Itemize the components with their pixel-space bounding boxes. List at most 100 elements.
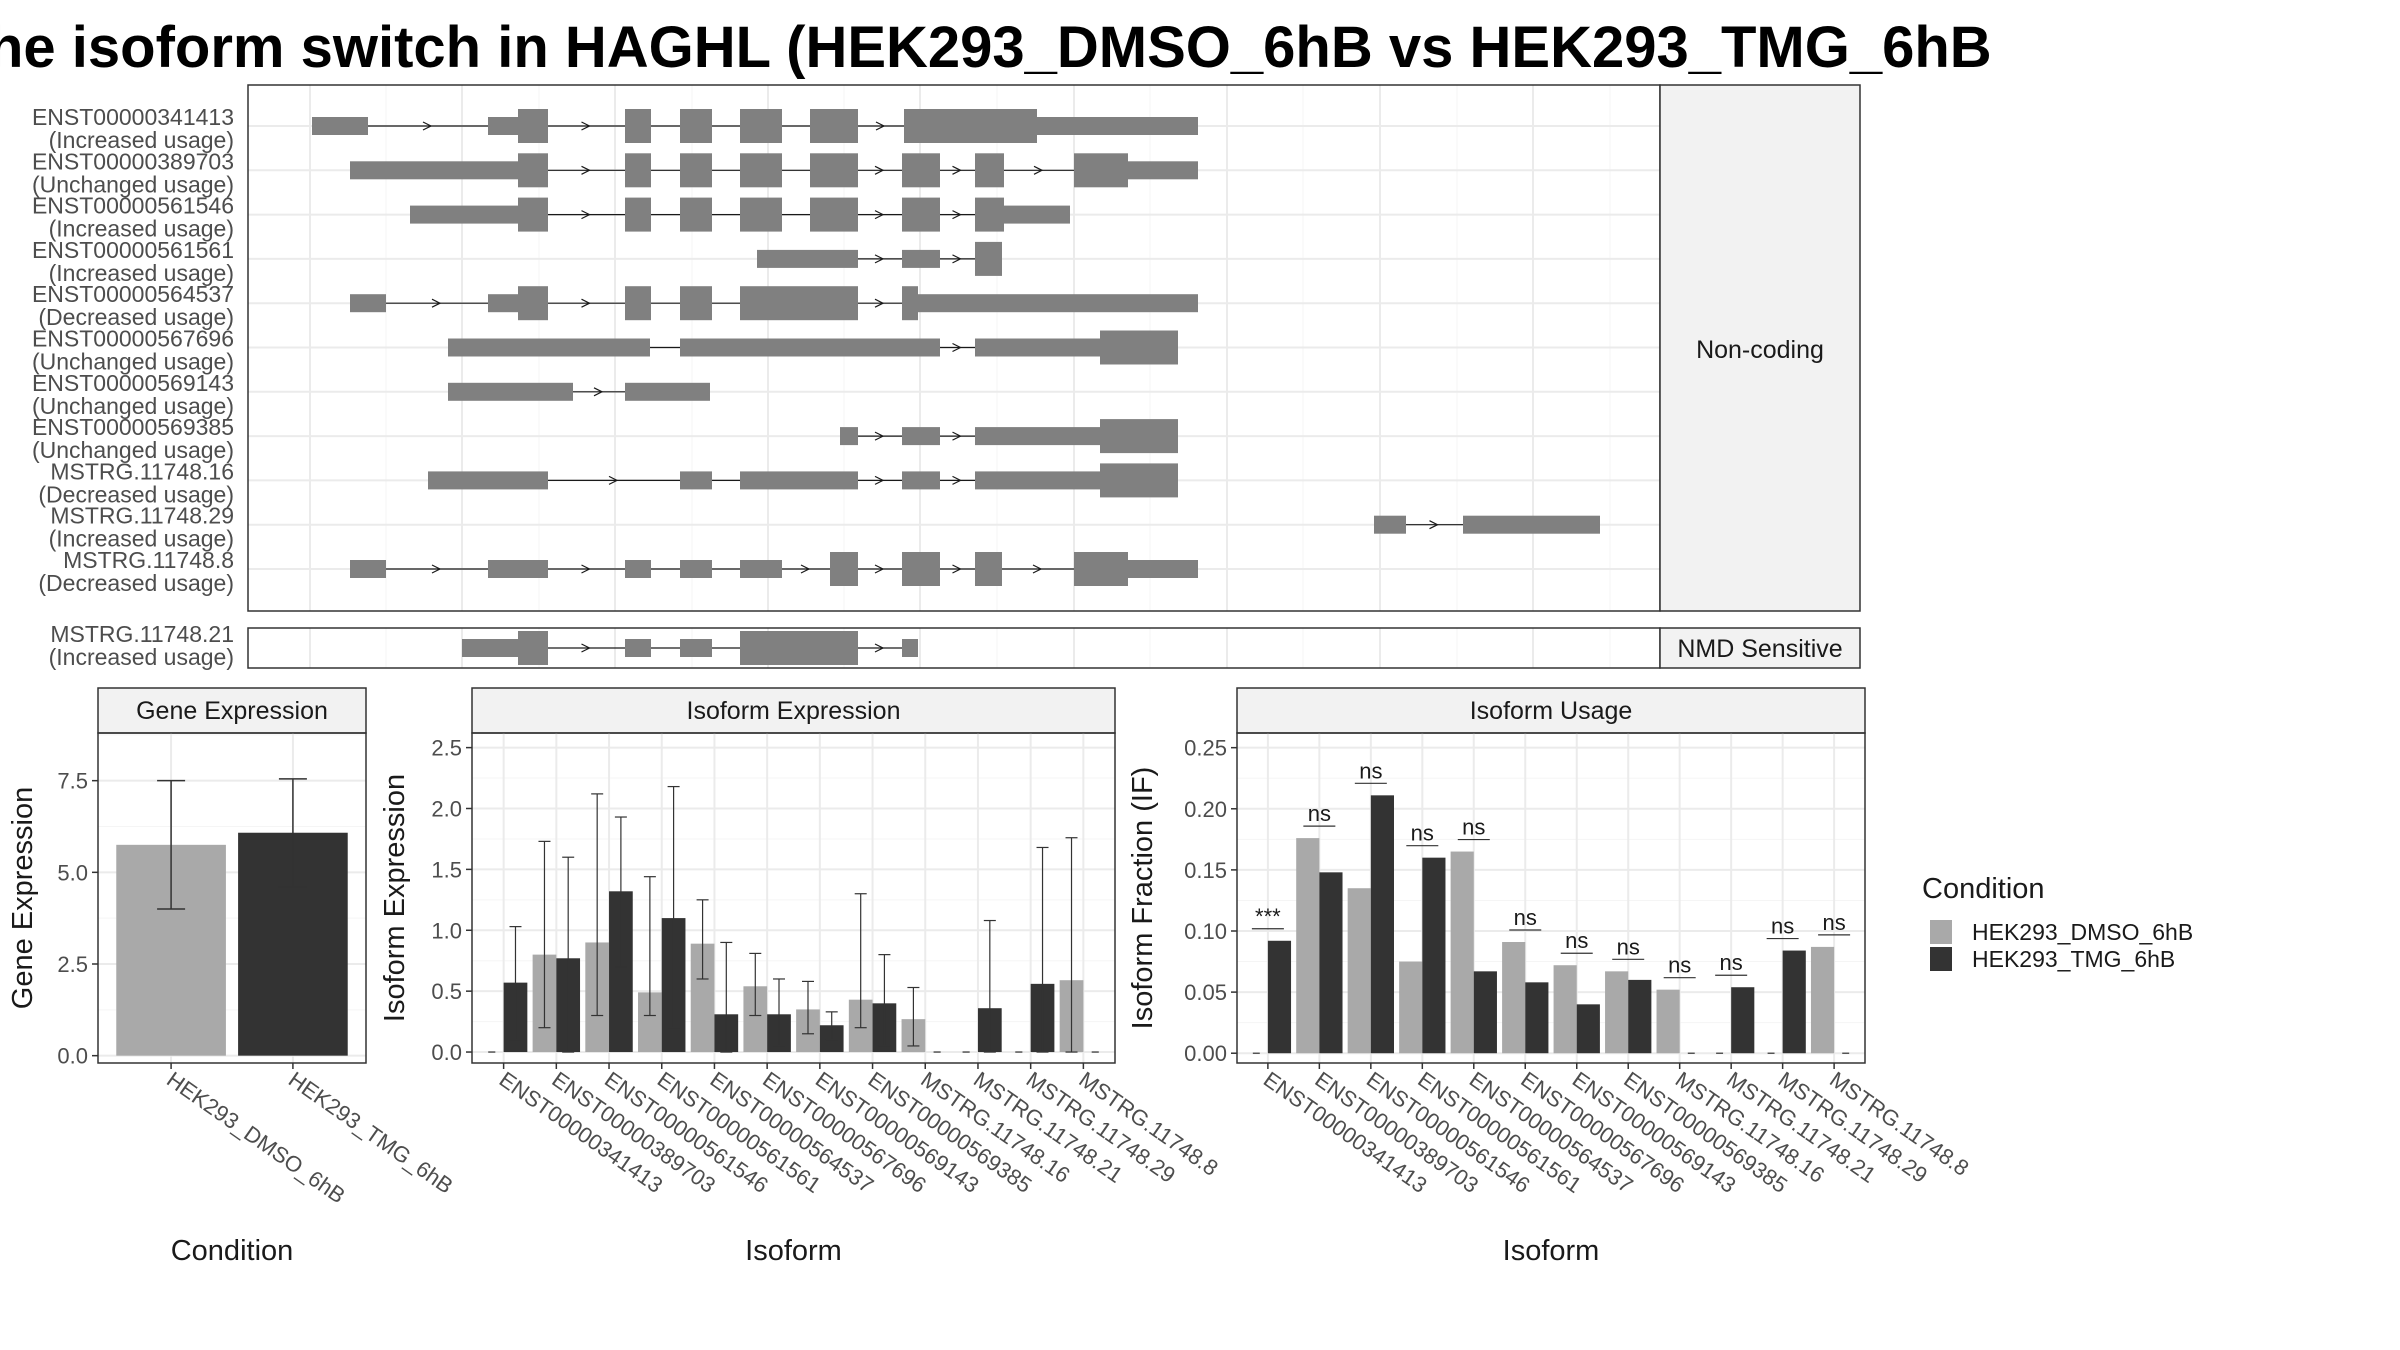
isoform-label-usage: (Increased usage) — [49, 526, 234, 552]
exon-thick — [740, 109, 782, 143]
isoform-label-usage: (Unchanged usage) — [32, 393, 234, 419]
significance-label: ns — [1771, 914, 1794, 939]
isoform-label-usage: (Increased usage) — [49, 260, 234, 286]
exon — [918, 294, 1198, 313]
legend-label: HEK293_TMG_6hB — [1972, 946, 2175, 972]
isoform-label-id: ENST00000569385 — [32, 414, 234, 440]
y-tick-label: 1.0 — [431, 918, 462, 943]
legend-label: HEK293_DMSO_6hB — [1972, 919, 2193, 945]
strand-arrow — [800, 564, 811, 574]
transcript-model-ENST00000569143 — [448, 382, 710, 401]
exon-thick — [830, 552, 858, 586]
isoform-label-id: ENST00000561546 — [32, 193, 234, 219]
transcript-model-ENST00000561561 — [757, 241, 1002, 276]
isoform-label-id: MSTRG.11748.29 — [50, 503, 234, 529]
plot-border — [97, 732, 367, 1064]
exon — [488, 294, 518, 313]
panel-strip — [471, 687, 1116, 734]
significance-label: ns — [1822, 910, 1845, 935]
strand-arrow — [431, 298, 442, 308]
isoform-label-id: ENST00000561561 — [32, 237, 234, 263]
exon — [625, 382, 710, 401]
nmd-panel-bg — [248, 628, 1660, 668]
strand-arrow — [874, 298, 885, 308]
strand-arrow — [1032, 564, 1043, 574]
exon-thick — [625, 109, 651, 143]
strand-arrow — [874, 254, 885, 264]
exon — [1010, 205, 1070, 224]
strand-arrow — [952, 165, 962, 175]
exon — [462, 639, 518, 657]
exon-thick — [680, 109, 712, 143]
exon-thick — [810, 197, 858, 232]
transcript-model-ENST00000567696 — [448, 330, 1178, 365]
y-tick-label: 0.0 — [57, 1044, 88, 1069]
exon — [680, 338, 940, 357]
exon — [312, 117, 368, 135]
isoform-label-usage: (Increased usage) — [49, 644, 234, 670]
isoform-label-id: MSTRG.11748.8 — [63, 547, 234, 573]
isoform-label-usage: (Decreased usage) — [38, 481, 234, 507]
bar-HEK293_DMSO_6hB-MSTRG.11748.16 — [1656, 989, 1680, 1054]
bar-HEK293_DMSO_6hB-ENST00000569143 — [1553, 965, 1577, 1054]
panel-strip — [97, 687, 367, 734]
exon-thick — [625, 197, 651, 232]
exon-thick — [518, 153, 548, 188]
bar-HEK293_TMG_6hB-ENST00000561546 — [1370, 795, 1394, 1054]
transcript-model-MSTRG.11748.29 — [1374, 515, 1600, 534]
plot-border — [471, 732, 1116, 1064]
exon-thick — [902, 197, 940, 232]
y-axis-title: Isoform Expression — [379, 774, 411, 1022]
y-axis-title: Isoform Fraction (IF) — [1127, 767, 1159, 1030]
exon-thick — [902, 286, 918, 321]
strand-arrow — [581, 121, 591, 131]
exon — [488, 560, 548, 578]
transcript-model-ENST00000389703 — [350, 153, 1198, 188]
y-tick-label: 0.20 — [1184, 797, 1227, 822]
isoform-label-id: ENST00000341413 — [32, 104, 234, 130]
legend-title: Condition — [1922, 873, 2045, 905]
y-tick-label: 1.5 — [431, 857, 462, 882]
exon-thick — [680, 197, 712, 232]
bar-HEK293_TMG_6hB-ENST00000389703 — [1319, 872, 1343, 1054]
isoform-label-usage: (Unchanged usage) — [32, 171, 234, 197]
y-axis-title: Gene Expression — [7, 787, 39, 1009]
facet-label-nmd: NMD Sensitive — [1677, 635, 1842, 663]
exon — [350, 161, 518, 180]
exon-thick — [518, 631, 548, 665]
significance-label: ns — [1359, 758, 1382, 783]
y-tick-label: 7.5 — [57, 769, 88, 794]
exon — [625, 560, 651, 578]
isoform-label-id: ENST00000567696 — [32, 326, 234, 352]
exon-thick — [518, 197, 548, 232]
exon — [680, 471, 712, 490]
bar-HEK293_TMG_6hB-ENST00000569385 — [1628, 979, 1652, 1054]
significance-label: ns — [1462, 815, 1485, 840]
panel-title: Isoform Usage — [1470, 697, 1633, 725]
bar-HEK293_TMG_6hB-ENST00000567696 — [1525, 982, 1549, 1054]
legend-swatch-HEK293_DMSO_6hB — [1930, 920, 1952, 944]
bar-HEK293_TMG_6hB-ENST00000561546 — [609, 891, 633, 1053]
transcript-model-ENST00000341413 — [312, 109, 1198, 143]
exon-thick — [518, 286, 548, 321]
exon — [1374, 515, 1406, 534]
y-tick-label: 0.5 — [431, 979, 462, 1004]
bar-HEK293_DMSO_6hB-ENST00000567696 — [743, 986, 768, 1053]
panel-title: Gene Expression — [136, 697, 328, 725]
significance-label: ns — [1565, 928, 1588, 953]
isoform-label-id: ENST00000569143 — [32, 370, 234, 396]
legend-swatch-HEK293_TMG_6hB — [1930, 947, 1952, 971]
exon-thick — [975, 552, 1002, 586]
exon-thick — [518, 109, 548, 143]
exon — [740, 471, 858, 490]
transcript-model-ENST00000561546 — [410, 197, 1070, 232]
isoform-label-id: ENST00000389703 — [32, 148, 234, 174]
strand-arrow — [608, 475, 619, 485]
y-tick-label: 0.0 — [431, 1040, 462, 1065]
exon — [410, 205, 518, 224]
exon-thick — [1074, 153, 1128, 188]
panel-strip — [1236, 687, 1866, 734]
exon — [488, 117, 518, 135]
strand-arrow — [952, 564, 962, 574]
exon — [1128, 560, 1198, 578]
